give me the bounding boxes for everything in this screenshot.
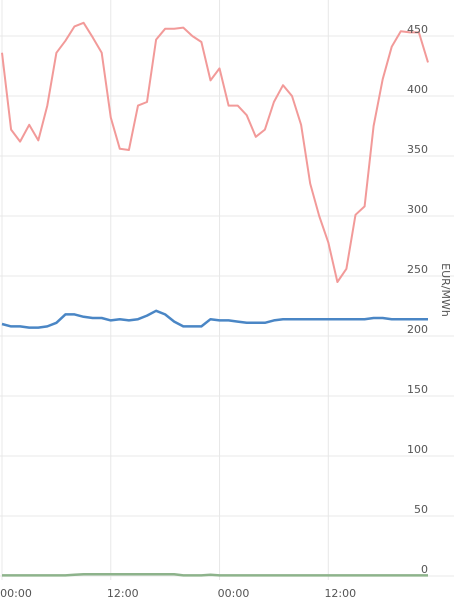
y-axis-title: EUR/MWh (439, 263, 452, 317)
y-tick-label: 150 (407, 383, 428, 396)
grid-layer (0, 0, 454, 580)
x-tick-label: 00:00 (218, 587, 250, 600)
y-tick-label: 300 (407, 203, 428, 216)
series-layer (1, 21, 429, 577)
y-axis-tick-labels: 0 50 100 150 200 250 300 350 400 450 (407, 23, 428, 576)
y-tick-label: 200 (407, 323, 428, 336)
series-line-3 (2, 572, 428, 577)
x-tick-label: 12:00 (324, 587, 356, 600)
y-tick-label: 350 (407, 143, 428, 156)
y-tick-label: 400 (407, 83, 428, 96)
x-tick-label: 12:00 (107, 587, 139, 600)
y-tick-label: 100 (407, 443, 428, 456)
y-tick-label: 0 (421, 563, 428, 576)
x-tick-label: 00:00 (0, 587, 32, 600)
x-axis-tick-labels: 00:00 12:00 00:00 12:00 (0, 587, 356, 600)
series-line-1 (1, 21, 429, 283)
y-tick-label: 250 (407, 263, 428, 276)
y-tick-label: 50 (414, 503, 428, 516)
series-line-2 (1, 309, 428, 329)
y-tick-label: 450 (407, 23, 428, 36)
